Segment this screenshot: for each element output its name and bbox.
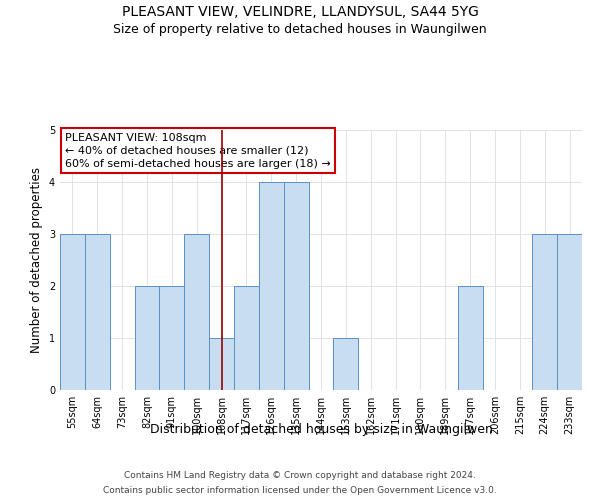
Bar — [160, 286, 184, 390]
Bar — [85, 234, 110, 390]
Bar — [134, 286, 160, 390]
Bar — [334, 338, 358, 390]
Bar — [184, 234, 209, 390]
Bar — [284, 182, 308, 390]
Text: Size of property relative to detached houses in Waungilwen: Size of property relative to detached ho… — [113, 22, 487, 36]
Text: PLEASANT VIEW: 108sqm
← 40% of detached houses are smaller (12)
60% of semi-deta: PLEASANT VIEW: 108sqm ← 40% of detached … — [65, 132, 331, 169]
Text: Distribution of detached houses by size in Waungilwen: Distribution of detached houses by size … — [149, 422, 493, 436]
Text: Contains public sector information licensed under the Open Government Licence v3: Contains public sector information licen… — [103, 486, 497, 495]
Text: Contains HM Land Registry data © Crown copyright and database right 2024.: Contains HM Land Registry data © Crown c… — [124, 471, 476, 480]
Y-axis label: Number of detached properties: Number of detached properties — [31, 167, 43, 353]
Bar — [557, 234, 582, 390]
Bar — [234, 286, 259, 390]
Text: PLEASANT VIEW, VELINDRE, LLANDYSUL, SA44 5YG: PLEASANT VIEW, VELINDRE, LLANDYSUL, SA44… — [122, 5, 478, 19]
Bar — [458, 286, 482, 390]
Bar — [532, 234, 557, 390]
Bar — [209, 338, 234, 390]
Bar — [259, 182, 284, 390]
Bar — [60, 234, 85, 390]
